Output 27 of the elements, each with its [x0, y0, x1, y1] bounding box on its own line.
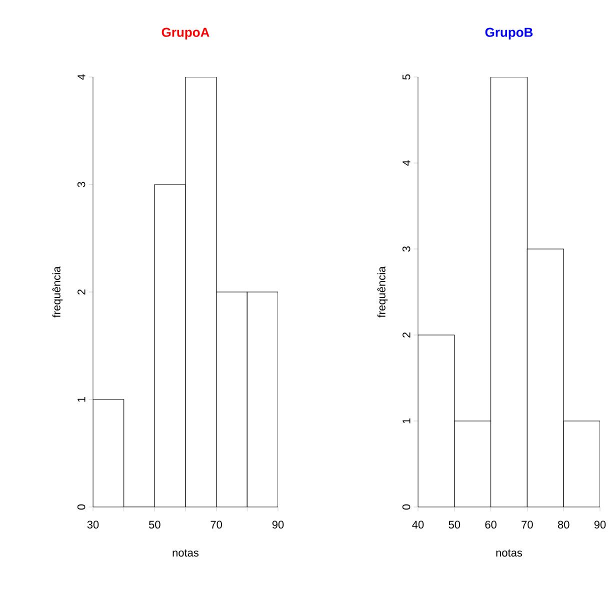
- x-tick-label: 90: [272, 520, 284, 529]
- y-tick-label: 1: [78, 396, 86, 402]
- x-tick-label: 40: [412, 520, 424, 529]
- x-tick-label: 70: [210, 520, 222, 529]
- y-tick-label: 1: [402, 418, 410, 424]
- y-tick-label: 2: [402, 332, 410, 338]
- y-tick-label: 0: [402, 504, 410, 510]
- x-tick-label: 80: [558, 520, 570, 529]
- x-axis-title: notas: [496, 549, 522, 557]
- x-tick-label: 70: [522, 520, 533, 529]
- y-tick-label: 2: [78, 289, 86, 295]
- x-axis-title: notas: [172, 549, 199, 557]
- x-tick-label: 60: [485, 520, 496, 529]
- chart-title: GrupoA: [162, 28, 210, 40]
- y-tick-label: 3: [402, 246, 410, 252]
- x-tick-label: 50: [448, 520, 460, 529]
- x-tick-label: 90: [594, 520, 606, 529]
- y-tick-label: 4: [402, 160, 410, 166]
- y-tick-label: 3: [77, 182, 86, 188]
- chart-title: GrupoB: [485, 28, 533, 40]
- x-tick-label: 30: [87, 520, 99, 529]
- y-axis-title: frequência: [52, 266, 63, 318]
- y-axis-title: frequência: [377, 266, 388, 318]
- y-tick-label: 0: [77, 504, 86, 510]
- x-tick-label: 50: [148, 520, 160, 529]
- y-tick-label: 4: [78, 74, 86, 80]
- y-tick-label: 5: [402, 74, 410, 80]
